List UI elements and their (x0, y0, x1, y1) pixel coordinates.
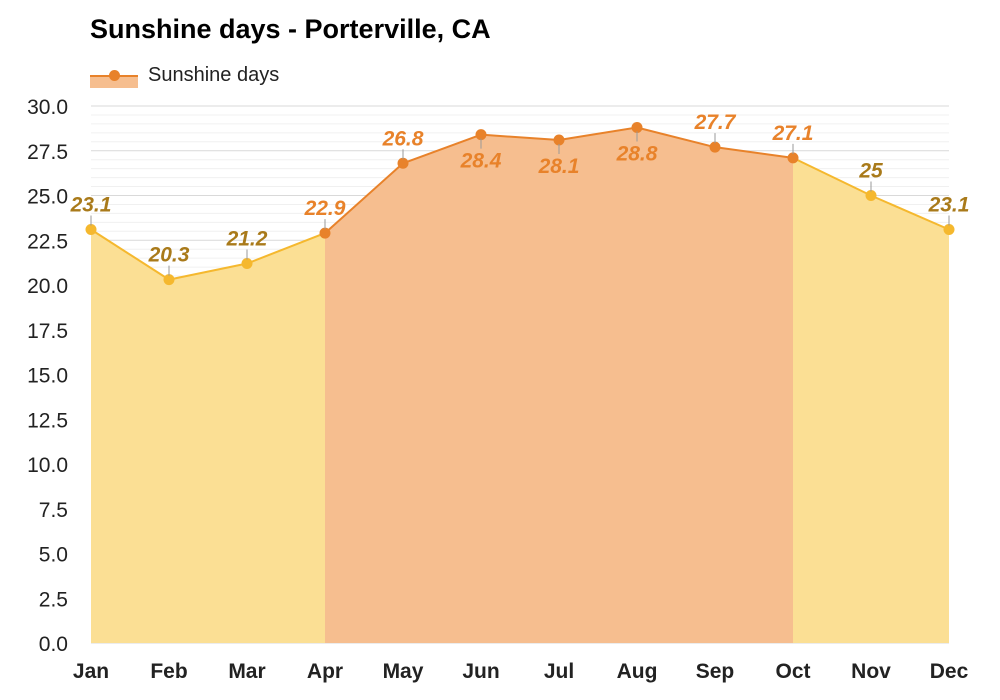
data-label: 25 (858, 160, 883, 183)
x-tick-label: Dec (930, 660, 969, 683)
line-segment (402, 133, 482, 165)
y-tick-label: 12.5 (27, 409, 68, 432)
y-axis: 0.0 2.5 5.0 7.5 10.0 12.5 15.0 17.5 20.0 22.5 25.0… (27, 96, 68, 656)
y-tick-label: 7.5 (39, 499, 68, 522)
data-labels: 23.1 20.3 21.2 22.9 26.8 28.4 28.1 28.8 27.7 27.1… (70, 111, 970, 276)
data-label: 21.2 (226, 228, 268, 251)
x-tick-label: Sep (696, 660, 735, 683)
data-point[interactable] (319, 227, 331, 239)
line-segment (90, 228, 170, 281)
x-tick-label: Jun (462, 660, 499, 683)
data-label: 28.4 (460, 150, 502, 173)
data-point[interactable] (631, 121, 643, 133)
x-tick-label: Jul (544, 660, 574, 683)
line-segment (480, 133, 560, 142)
line-segment (246, 232, 326, 265)
area-segment (637, 127, 715, 644)
area-fills (91, 127, 949, 644)
area-segment (559, 127, 637, 644)
line-segment (168, 262, 248, 281)
area-segment (403, 134, 481, 643)
data-point[interactable] (709, 141, 721, 153)
legend[interactable]: Sunshine days (90, 60, 279, 90)
area-segment (91, 229, 169, 643)
area-segment (481, 134, 559, 643)
x-tick-label: Oct (775, 660, 810, 683)
line-segment (558, 126, 638, 141)
area-segment (871, 195, 949, 643)
data-label: 28.1 (538, 155, 580, 178)
y-tick-label: 30.0 (27, 96, 68, 119)
data-point[interactable] (163, 274, 175, 286)
y-tick-label: 5.0 (39, 544, 68, 567)
data-label: 23.1 (928, 194, 970, 217)
line-segment (714, 146, 794, 159)
series-lines (90, 126, 950, 281)
line-segment (792, 157, 872, 197)
legend-label: Sunshine days (148, 63, 280, 86)
x-axis: Jan Feb Mar Apr May Jun Jul Aug Sep Oct Nov Dec (73, 660, 969, 683)
data-point[interactable] (85, 224, 97, 236)
data-point[interactable] (397, 157, 409, 169)
line-segment (636, 126, 716, 149)
data-label: 23.1 (70, 194, 112, 217)
area-segment (325, 163, 403, 643)
data-label: 20.3 (148, 244, 190, 267)
y-tick-label: 0.0 (39, 633, 68, 656)
data-points (85, 121, 955, 286)
chart-title: Sunshine days - Porterville, CA (90, 14, 491, 44)
y-tick-label: 27.5 (27, 141, 68, 164)
data-point[interactable] (787, 152, 799, 164)
data-point[interactable] (943, 224, 955, 236)
y-tick-label: 2.5 (39, 588, 68, 611)
area-segment (793, 157, 871, 643)
x-tick-label: Feb (150, 660, 187, 683)
x-tick-label: Aug (617, 660, 658, 683)
x-tick-label: Apr (307, 660, 343, 683)
data-label: 27.1 (772, 122, 814, 145)
y-tick-label: 17.5 (27, 320, 68, 343)
x-tick-label: Jan (73, 660, 109, 683)
data-label: 27.7 (694, 111, 737, 134)
x-tick-label: Mar (228, 660, 265, 683)
y-tick-label: 15.0 (27, 365, 68, 388)
y-tick-label: 22.5 (27, 230, 68, 253)
data-label: 22.9 (304, 197, 346, 220)
data-point[interactable] (475, 129, 487, 141)
x-tick-label: May (383, 660, 424, 683)
data-point[interactable] (241, 258, 253, 270)
y-tick-label: 10.0 (27, 454, 68, 477)
data-point[interactable] (865, 190, 877, 201)
y-tick-label: 25.0 (27, 186, 68, 209)
area-segment (247, 233, 325, 643)
data-label: 28.8 (616, 142, 658, 165)
area-segment (715, 147, 793, 644)
y-tick-label: 20.0 (27, 275, 68, 298)
legend-swatch (90, 62, 138, 88)
x-tick-label: Nov (851, 660, 891, 683)
data-label: 26.8 (382, 127, 424, 150)
area-segment (169, 263, 247, 643)
line-segment (324, 162, 404, 234)
data-point[interactable] (553, 134, 565, 146)
line-segment (870, 194, 950, 231)
